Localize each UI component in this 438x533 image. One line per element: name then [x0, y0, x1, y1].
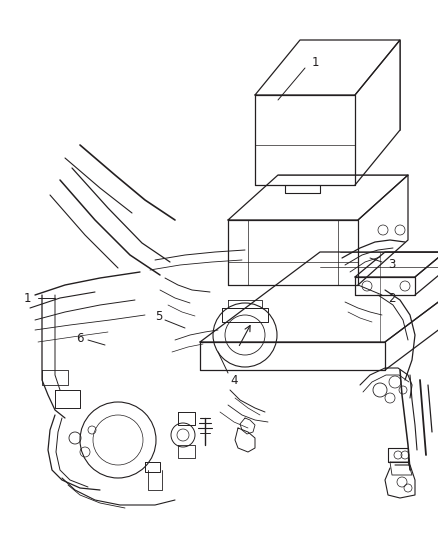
Text: 5: 5 [155, 311, 162, 324]
Text: 6: 6 [76, 332, 84, 344]
Text: 1: 1 [311, 55, 319, 69]
Text: 4: 4 [230, 374, 238, 386]
Text: 2: 2 [388, 292, 396, 304]
Text: 1: 1 [23, 292, 31, 304]
Text: 3: 3 [389, 259, 396, 271]
